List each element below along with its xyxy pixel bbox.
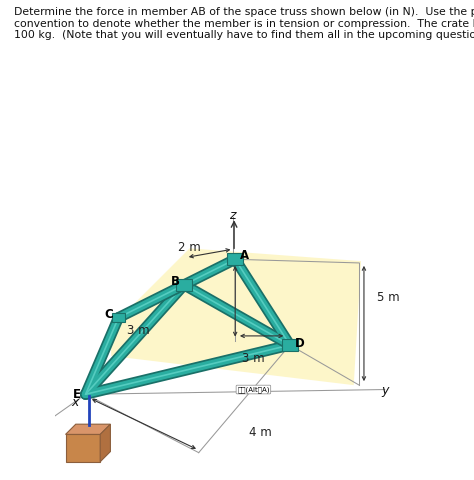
Text: x: x xyxy=(71,396,78,409)
Text: 4 m: 4 m xyxy=(249,426,272,439)
Text: 2 m: 2 m xyxy=(178,241,201,254)
Polygon shape xyxy=(176,279,192,291)
Polygon shape xyxy=(227,253,243,265)
Text: B: B xyxy=(171,275,180,288)
Text: 5 m: 5 m xyxy=(377,291,400,304)
Polygon shape xyxy=(111,248,361,385)
Text: C: C xyxy=(104,308,113,321)
Text: Determine the force in member AB of the space truss shown below (in N).  Use the: Determine the force in member AB of the … xyxy=(14,7,474,40)
Polygon shape xyxy=(65,434,100,462)
Polygon shape xyxy=(65,424,110,434)
Text: 敘圖(Alt＋A): 敘圖(Alt＋A) xyxy=(237,386,270,393)
Text: z: z xyxy=(228,209,235,222)
Text: 3 m: 3 m xyxy=(127,324,149,337)
Polygon shape xyxy=(100,424,110,462)
Text: E: E xyxy=(73,388,81,401)
Text: A: A xyxy=(240,249,249,262)
Text: 3 m: 3 m xyxy=(242,351,264,365)
Polygon shape xyxy=(282,339,298,351)
Text: D: D xyxy=(295,336,305,350)
Polygon shape xyxy=(112,313,125,323)
Text: y: y xyxy=(381,384,388,397)
